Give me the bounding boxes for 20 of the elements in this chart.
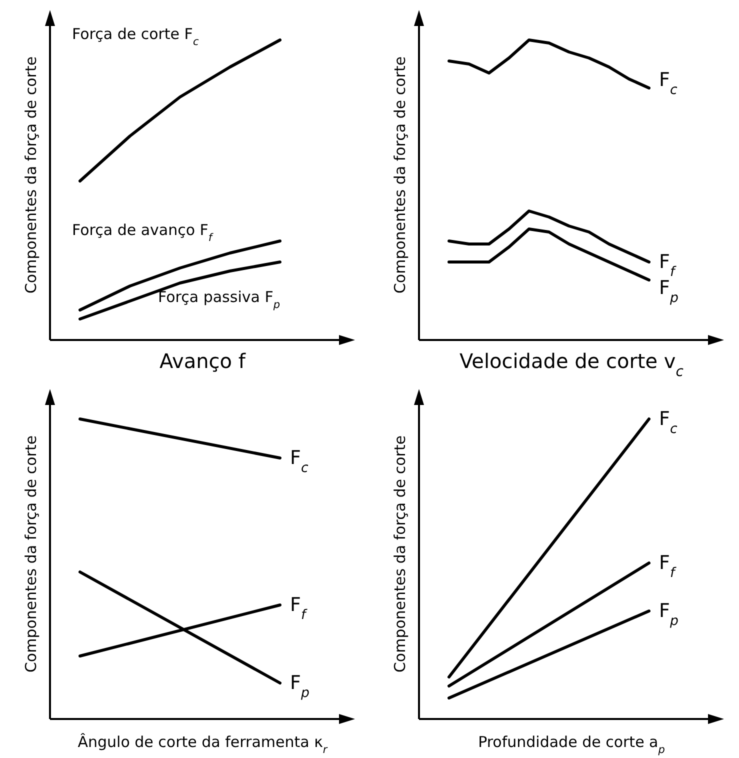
series-label: F$_{f}$ [659, 552, 677, 580]
series-label: F$_{c}$ [659, 69, 678, 98]
x-axis-title: Velocidade de corte v$_{c}$ [460, 349, 684, 380]
series-label: F$_{c}$ [290, 447, 309, 476]
series-label: F$_{p}$ [659, 600, 678, 628]
series-label: F$_{p}$ [290, 672, 310, 700]
series-label: F$_{p}$ [659, 277, 678, 306]
x-axis-title: Avanço f [160, 349, 246, 373]
text: Força de corte F$_{c}$ [72, 25, 199, 48]
x-axis-title: Ângulo de corte da ferramenta κ$_{r}$ [78, 733, 328, 756]
series-label: F$_{c}$ [659, 408, 678, 436]
series-label: Força passiva F$_{p}$ [158, 288, 280, 311]
series-label: F$_{f}$ [290, 594, 308, 622]
y-axis-title: Componentes da força de corte [22, 435, 40, 673]
x-axis-title: Profundidade de corte a$_{p}$ [478, 733, 666, 756]
y-axis-title: Componentes da força de corte [391, 435, 409, 673]
series-label: Força de avanço F$_{f}$ [72, 221, 214, 244]
y-axis-title: Componentes da força de corte [391, 56, 409, 294]
y-axis-title: Componentes da força de corte [22, 56, 40, 294]
series-label: F$_{f}$ [659, 251, 677, 280]
